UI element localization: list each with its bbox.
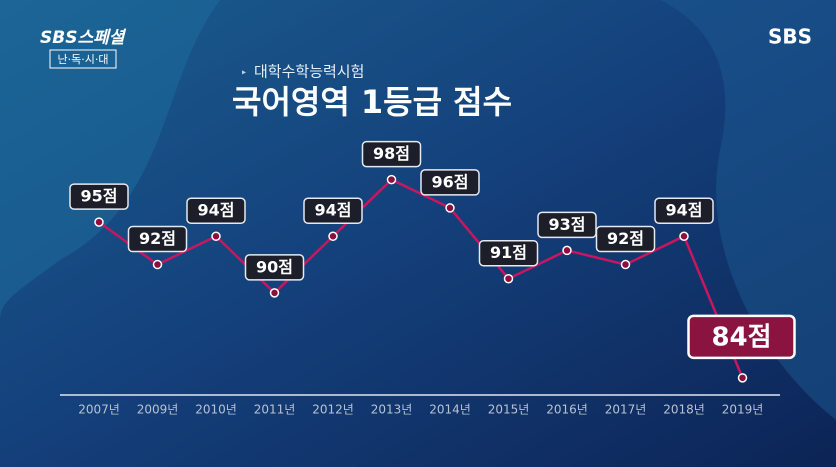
label-box [537,211,597,239]
x-tick-label: 2010년 [195,403,237,417]
label-box [303,197,363,224]
point [737,373,748,383]
x-tick-label: 2018년 [663,403,705,417]
label-box [595,225,656,253]
point [445,203,455,213]
bullet: ▸ [242,68,246,77]
value-label: 93점 [549,215,586,234]
chart-title: 국어영역 1등급 점수 [232,83,512,121]
value-label: 94점 [666,201,703,220]
point [620,259,631,270]
point [94,217,104,227]
value-label: 96점 [432,172,469,191]
point [386,174,397,185]
value-label: 92점 [607,229,644,248]
label-box [654,197,714,224]
x-tick-label: 2007년 [78,403,120,417]
label-box [478,239,539,267]
program-subtitle-box [49,49,117,69]
value-label: 84점 [711,322,771,352]
x-tick-label: 2009년 [137,403,179,417]
point [503,273,514,284]
label-box [69,183,129,210]
channel-logo: SBS [768,25,812,49]
x-tick-label: 2016년 [546,403,588,417]
value-label: 91점 [490,243,527,262]
program-logo: SBS스페셜 [40,28,127,48]
point [562,245,572,256]
x-tick-label: 2013년 [371,403,413,417]
value-label: 95점 [81,187,118,206]
point [328,231,338,241]
x-tick-label: 2015년 [488,403,530,417]
point [211,231,221,241]
value-label: 90점 [256,257,293,276]
x-tick-label: 2017년 [605,403,647,417]
label-box [127,225,188,253]
value-label: 94점 [315,201,352,220]
bg-shape [0,0,220,320]
point [679,231,689,241]
value-label: 98점 [373,144,410,163]
point [152,259,163,270]
value-label: 92점 [139,229,176,248]
value-label: 94점 [198,201,235,220]
bg-shape [660,0,836,420]
label-box [361,140,422,168]
program-subtitle: 난·독·시·대 [58,53,109,66]
label-box [186,197,246,224]
label-box [244,254,305,281]
label-box [420,169,480,196]
x-tick-label: 2019년 [722,403,764,417]
x-tick-label: 2012년 [312,403,354,417]
chart-subtitle: 대학수학능력시험 [254,63,364,81]
x-tick-label: 2011년 [254,403,296,417]
label-box [687,314,796,360]
point [269,288,280,298]
x-tick-label: 2014년 [429,403,471,417]
line [98,178,744,379]
